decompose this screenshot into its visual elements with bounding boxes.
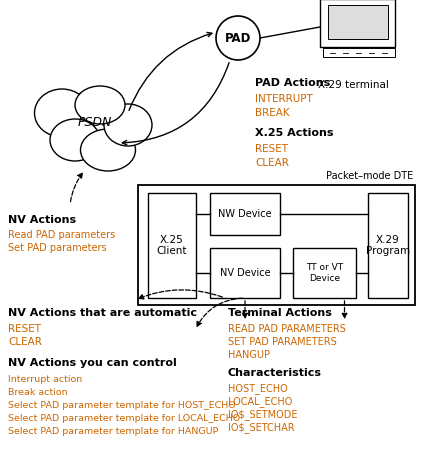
Text: NV Actions you can control: NV Actions you can control bbox=[8, 358, 177, 368]
FancyBboxPatch shape bbox=[323, 48, 395, 57]
Text: CLEAR: CLEAR bbox=[8, 337, 42, 347]
Ellipse shape bbox=[81, 129, 135, 171]
FancyArrowPatch shape bbox=[70, 173, 82, 202]
Text: Select PAD parameter template for LOCAL_ECHO: Select PAD parameter template for LOCAL_… bbox=[8, 414, 240, 423]
Text: Select PAD parameter template for HANGUP: Select PAD parameter template for HANGUP bbox=[8, 427, 218, 436]
Text: PAD: PAD bbox=[225, 32, 251, 44]
Text: RESET: RESET bbox=[255, 144, 288, 154]
Ellipse shape bbox=[104, 104, 152, 146]
Text: CLEAR: CLEAR bbox=[255, 158, 289, 168]
FancyBboxPatch shape bbox=[148, 193, 196, 298]
FancyBboxPatch shape bbox=[138, 185, 415, 305]
Text: HOST_ECHO: HOST_ECHO bbox=[228, 383, 288, 394]
Text: INTERRUPT: INTERRUPT bbox=[255, 94, 313, 104]
FancyArrowPatch shape bbox=[122, 63, 229, 145]
FancyArrowPatch shape bbox=[129, 33, 212, 110]
FancyBboxPatch shape bbox=[368, 193, 408, 298]
Text: LOCAL_ECHO: LOCAL_ECHO bbox=[228, 396, 292, 407]
Text: X.25
Client: X.25 Client bbox=[157, 235, 187, 256]
Text: Set PAD parameters: Set PAD parameters bbox=[8, 243, 107, 253]
FancyBboxPatch shape bbox=[320, 0, 395, 47]
Text: IO$_SETMODE: IO$_SETMODE bbox=[228, 409, 298, 420]
Circle shape bbox=[216, 16, 260, 60]
Text: Interrupt action: Interrupt action bbox=[8, 375, 82, 384]
Text: Terminal Actions: Terminal Actions bbox=[228, 308, 332, 318]
Text: BREAK: BREAK bbox=[255, 108, 289, 118]
Text: IO$_SETCHAR: IO$_SETCHAR bbox=[228, 422, 295, 433]
Text: Read PAD parameters: Read PAD parameters bbox=[8, 230, 115, 240]
Text: NV Actions that are automatic: NV Actions that are automatic bbox=[8, 308, 197, 318]
FancyArrowPatch shape bbox=[342, 301, 347, 318]
FancyArrowPatch shape bbox=[197, 298, 242, 326]
Text: NW Device: NW Device bbox=[218, 209, 272, 219]
Text: HANGUP: HANGUP bbox=[228, 350, 270, 360]
Ellipse shape bbox=[50, 119, 100, 161]
Text: X.25 Actions: X.25 Actions bbox=[255, 128, 333, 138]
Text: Packet–mode DTE: Packet–mode DTE bbox=[326, 171, 413, 181]
FancyArrowPatch shape bbox=[139, 290, 222, 299]
Ellipse shape bbox=[50, 93, 130, 158]
Text: PSDN: PSDN bbox=[78, 117, 112, 129]
Text: PAD Actions: PAD Actions bbox=[255, 78, 330, 88]
Text: X.29 terminal: X.29 terminal bbox=[318, 80, 388, 90]
Text: RESET: RESET bbox=[8, 324, 41, 334]
FancyArrowPatch shape bbox=[243, 301, 247, 318]
Text: READ PAD PARAMETERS: READ PAD PARAMETERS bbox=[228, 324, 346, 334]
Text: TT or VT
Device: TT or VT Device bbox=[306, 263, 343, 283]
FancyBboxPatch shape bbox=[210, 248, 280, 298]
Ellipse shape bbox=[75, 86, 125, 124]
Text: Break action: Break action bbox=[8, 388, 68, 397]
FancyBboxPatch shape bbox=[210, 193, 280, 235]
FancyBboxPatch shape bbox=[293, 248, 356, 298]
Text: SET PAD PARAMETERS: SET PAD PARAMETERS bbox=[228, 337, 337, 347]
Ellipse shape bbox=[35, 89, 89, 137]
FancyBboxPatch shape bbox=[328, 5, 388, 39]
Text: X.29
Program: X.29 Program bbox=[366, 235, 410, 256]
Text: NV Device: NV Device bbox=[220, 268, 271, 278]
Text: NV Actions: NV Actions bbox=[8, 215, 76, 225]
Text: Characteristics: Characteristics bbox=[228, 368, 322, 378]
Text: Select PAD parameter template for HOST_ECHO: Select PAD parameter template for HOST_E… bbox=[8, 401, 235, 410]
